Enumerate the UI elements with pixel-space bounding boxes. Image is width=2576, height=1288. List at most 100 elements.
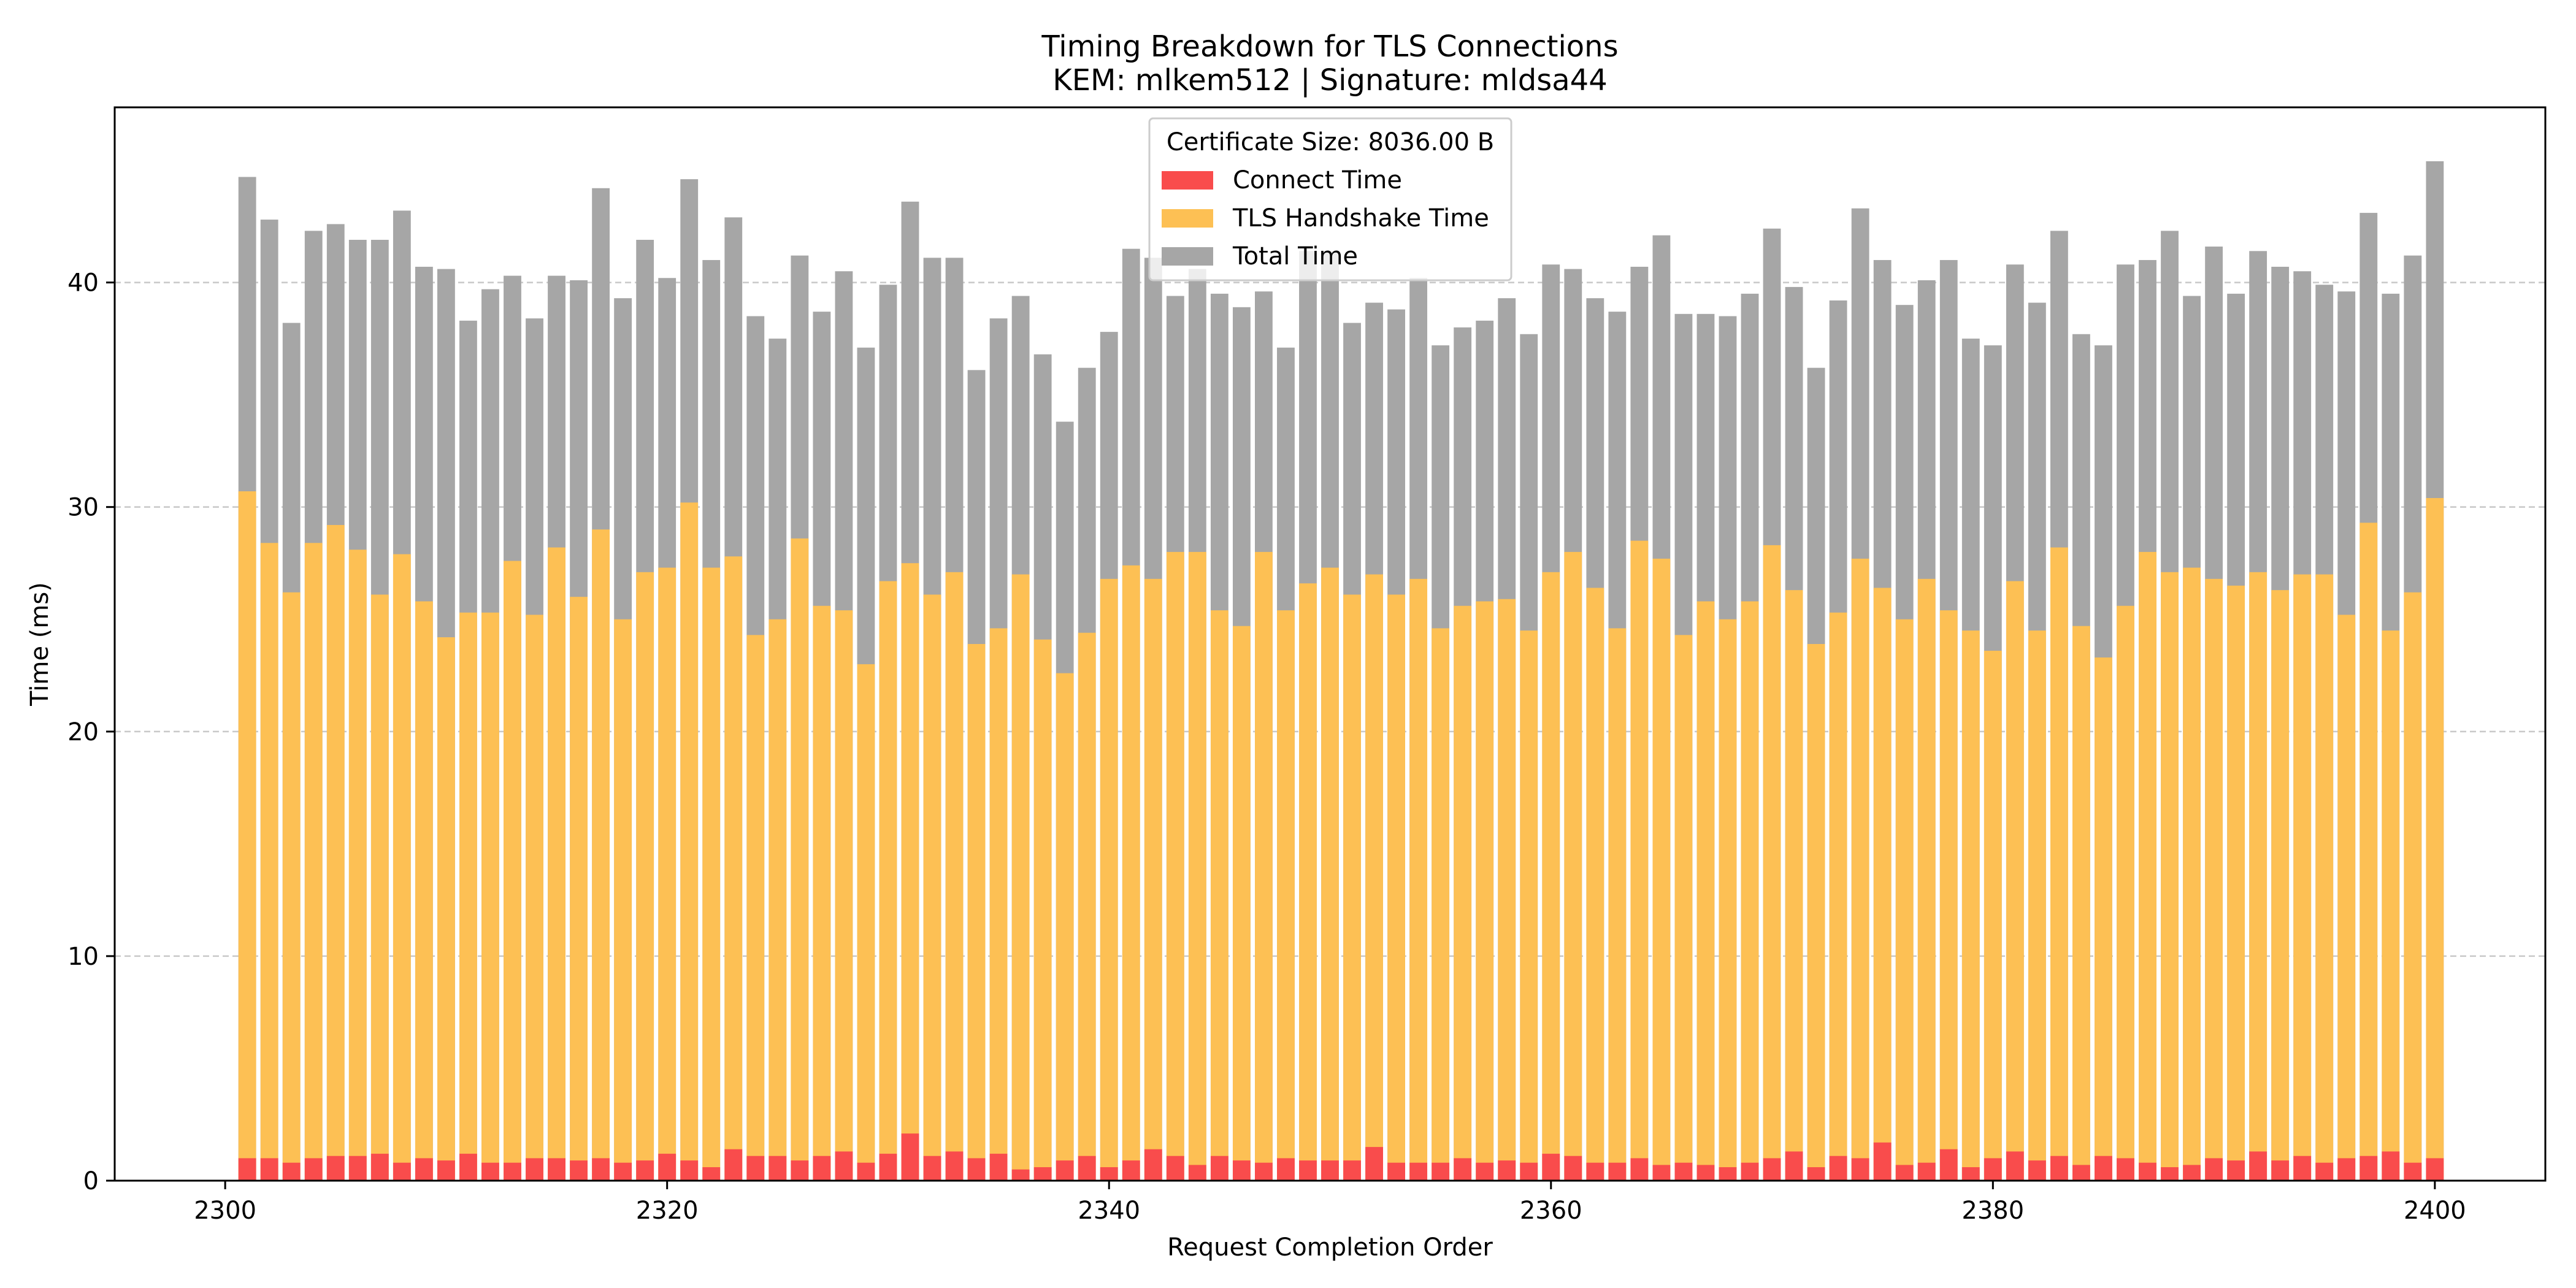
tls-handshake-bar xyxy=(1387,594,1405,1181)
connect-time-bar xyxy=(2271,1160,2290,1181)
y-tick-label: 30 xyxy=(67,494,99,522)
connect-time-bar xyxy=(1542,1154,1560,1181)
connect-time-bar xyxy=(415,1158,433,1181)
connect-time-bar xyxy=(1785,1151,1803,1181)
connect-time-bar xyxy=(2117,1158,2134,1181)
connect-time-bar xyxy=(1432,1162,1450,1181)
tls-handshake-bar xyxy=(2205,578,2223,1181)
tls-handshake-bar xyxy=(2095,657,2112,1181)
connect-time-bar xyxy=(2359,1156,2378,1181)
tls-handshake-bar xyxy=(1696,601,1715,1181)
connect-time-bar xyxy=(2205,1158,2223,1181)
connect-time-bar xyxy=(1232,1160,1251,1181)
tls-handshake-bar xyxy=(1807,644,1825,1181)
tls-handshake-bar xyxy=(1277,610,1295,1181)
tls-handshake-bar xyxy=(2006,581,2024,1181)
tls-handshake-bar xyxy=(1033,639,1052,1181)
connect-time-bar xyxy=(2139,1162,2156,1181)
connect-time-bar xyxy=(1895,1165,1914,1181)
bars xyxy=(238,161,2444,1181)
connect-time-bar xyxy=(1674,1162,1693,1181)
connect-time-bar xyxy=(769,1156,787,1181)
connect-time-bar xyxy=(1188,1165,1206,1181)
connect-time-bar xyxy=(989,1154,1008,1181)
connect-time-bar xyxy=(1387,1162,1405,1181)
tls-handshake-bar xyxy=(1542,572,1560,1181)
tls-handshake-bar xyxy=(1011,574,1030,1181)
tls-handshake-bar xyxy=(1586,588,1604,1181)
connect-time-bar xyxy=(923,1156,941,1181)
connect-time-bar xyxy=(879,1154,897,1181)
tls-handshake-bar xyxy=(481,612,499,1181)
y-tick-label: 40 xyxy=(67,269,99,297)
tls-handshake-bar xyxy=(835,610,853,1181)
tls-handshake-bar xyxy=(1608,628,1627,1181)
y-tick-label: 10 xyxy=(67,943,99,971)
legend-box xyxy=(1148,117,1512,282)
tls-handshake-bar xyxy=(989,628,1008,1181)
connect-time-bar xyxy=(282,1162,301,1181)
connect-time-bar xyxy=(901,1133,919,1181)
tls-handshake-bar xyxy=(1984,650,2002,1181)
connect-time-bar xyxy=(2227,1160,2245,1181)
tls-handshake-bar xyxy=(1851,558,1869,1181)
connect-time-bar xyxy=(370,1154,389,1181)
connect-time-bar xyxy=(1763,1158,1781,1181)
connect-time-bar xyxy=(2426,1158,2444,1181)
connect-time-bar xyxy=(1122,1160,1140,1181)
connect-time-bar xyxy=(238,1158,256,1181)
connect-time-bar xyxy=(2072,1165,2090,1181)
connect-time-bar xyxy=(2095,1156,2112,1181)
tls-handshake-bar xyxy=(614,619,632,1181)
connect-time-bar xyxy=(1984,1158,2002,1181)
connect-time-bar xyxy=(1277,1158,1295,1181)
connect-time-bar xyxy=(2382,1151,2400,1181)
connect-time-bar xyxy=(2249,1151,2267,1181)
tls-handshake-bar xyxy=(526,615,543,1181)
tls-handshake-bar xyxy=(680,502,699,1181)
connect-time-bar xyxy=(393,1162,411,1181)
tls-handshake-bar xyxy=(326,524,345,1181)
tls-handshake-bar xyxy=(2249,572,2267,1181)
connect-time-bar xyxy=(2006,1151,2024,1181)
tls-handshake-bar xyxy=(2183,567,2201,1181)
connect-time-bar xyxy=(1100,1167,1118,1181)
tls-handshake-bar xyxy=(702,567,721,1181)
x-tick-label: 2360 xyxy=(1520,1197,1582,1225)
connect-time-bar xyxy=(1917,1162,1936,1181)
tls-handshake-bar xyxy=(1432,628,1450,1181)
plot-frame xyxy=(113,106,2547,1182)
connect-time-bar xyxy=(835,1151,853,1181)
connect-time-bar xyxy=(1454,1158,1472,1181)
tls-handshake-bar xyxy=(1056,673,1074,1181)
legend-swatch-total xyxy=(1162,247,1213,266)
tls-handshake-bar xyxy=(857,664,875,1181)
connect-time-bar xyxy=(526,1158,543,1181)
connect-time-bar xyxy=(1939,1149,1958,1181)
chart-title: Timing Breakdown for TLS Connections xyxy=(1041,29,1618,64)
tls-handshake-bar xyxy=(2050,547,2068,1181)
tls-handshake-bar xyxy=(1166,551,1184,1181)
connect-time-bar xyxy=(481,1162,499,1181)
tls-handshake-bar xyxy=(1188,551,1206,1181)
tls-handshake-bar xyxy=(504,561,521,1181)
connect-time-bar xyxy=(1144,1149,1162,1181)
legend-swatch-tls xyxy=(1162,209,1213,228)
connect-time-bar xyxy=(1033,1167,1052,1181)
tls-handshake-bar xyxy=(370,594,389,1181)
connect-time-bar xyxy=(614,1162,632,1181)
connect-time-bar xyxy=(570,1160,588,1181)
tls-handshake-bar xyxy=(1232,626,1251,1181)
tls-handshake-bar xyxy=(2028,631,2046,1181)
tls-handshake-bar xyxy=(2315,574,2334,1181)
tls-handshake-bar xyxy=(592,529,610,1181)
tls-handshake-bar xyxy=(1365,574,1383,1181)
legend-label-total: Total Time xyxy=(1232,242,1358,270)
tls-handshake-bar xyxy=(1476,601,1494,1181)
tls-handshake-bar xyxy=(238,491,256,1181)
tls-handshake-bar xyxy=(1409,578,1428,1181)
x-tick-label: 2400 xyxy=(2404,1197,2466,1225)
tls-handshake-bar xyxy=(415,601,433,1181)
connect-time-bar xyxy=(1851,1158,1869,1181)
